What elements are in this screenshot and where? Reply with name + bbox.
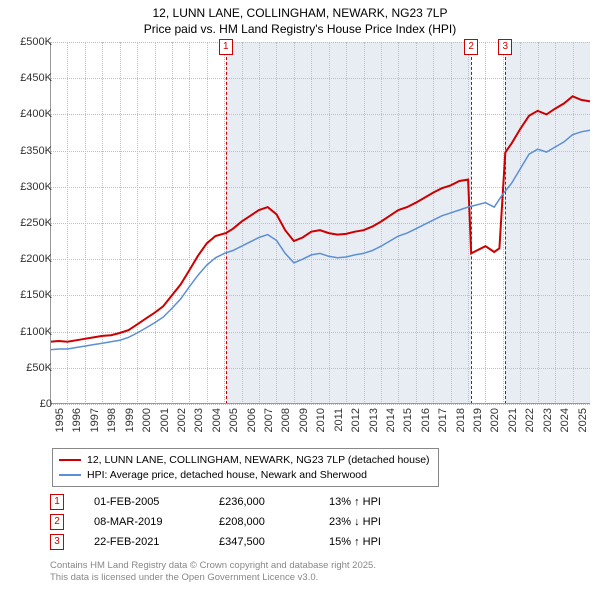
- y-tick-label: £150K: [4, 289, 52, 301]
- x-tick-label: 1999: [124, 408, 136, 432]
- sale-marker-box: 1: [219, 39, 233, 55]
- x-tick-label: 1995: [54, 408, 66, 432]
- sale-price: £236,000: [219, 496, 299, 508]
- title-line2: Price paid vs. HM Land Registry's House …: [0, 22, 600, 38]
- y-tick-label: £350K: [4, 145, 52, 157]
- sale-row-marker: 1: [50, 494, 64, 510]
- sale-delta: 13% ↑ HPI: [329, 496, 419, 508]
- y-tick-label: £100K: [4, 326, 52, 338]
- sale-marker-box: 2: [464, 39, 478, 55]
- x-tick-label: 2006: [246, 408, 258, 432]
- legend-swatch-1: [59, 459, 81, 461]
- x-tick-label: 1996: [71, 408, 83, 432]
- y-tick-label: £0: [4, 398, 52, 410]
- legend-row-2: HPI: Average price, detached house, Newa…: [59, 468, 430, 483]
- sale-marker-box: 3: [498, 39, 512, 55]
- x-tick-label: 2011: [333, 408, 345, 432]
- y-tick-label: £300K: [4, 181, 52, 193]
- x-tick-label: 2020: [489, 408, 501, 432]
- title-line1: 12, LUNN LANE, COLLINGHAM, NEWARK, NG23 …: [0, 6, 600, 22]
- y-tick-label: £250K: [4, 217, 52, 229]
- footer-line2: This data is licensed under the Open Gov…: [50, 572, 376, 584]
- x-tick-label: 2019: [472, 408, 484, 432]
- x-tick-label: 1997: [89, 408, 101, 432]
- legend-label-2: HPI: Average price, detached house, Newa…: [87, 468, 367, 483]
- x-tick-label: 2023: [542, 408, 554, 432]
- x-tick-label: 2000: [141, 408, 153, 432]
- sale-price: £208,000: [219, 516, 299, 528]
- title-block: 12, LUNN LANE, COLLINGHAM, NEWARK, NG23 …: [0, 0, 600, 37]
- x-tick-label: 2003: [193, 408, 205, 432]
- chart-container: 12, LUNN LANE, COLLINGHAM, NEWARK, NG23 …: [0, 0, 600, 590]
- y-tick-label: £500K: [4, 36, 52, 48]
- sale-row-marker: 2: [50, 514, 64, 530]
- x-tick-label: 2008: [280, 408, 292, 432]
- legend-row-1: 12, LUNN LANE, COLLINGHAM, NEWARK, NG23 …: [59, 453, 430, 468]
- sale-row: 1 01-FEB-2005 £236,000 13% ↑ HPI: [50, 492, 419, 512]
- sale-date: 22-FEB-2021: [94, 536, 189, 548]
- y-tick-label: £200K: [4, 253, 52, 265]
- sale-date: 01-FEB-2005: [94, 496, 189, 508]
- y-tick-label: £50K: [4, 362, 52, 374]
- x-tick-label: 2024: [559, 408, 571, 432]
- x-tick-label: 2012: [350, 408, 362, 432]
- x-tick-label: 2005: [228, 408, 240, 432]
- legend-label-1: 12, LUNN LANE, COLLINGHAM, NEWARK, NG23 …: [87, 453, 430, 468]
- x-tick-label: 2007: [263, 408, 275, 432]
- legend: 12, LUNN LANE, COLLINGHAM, NEWARK, NG23 …: [52, 448, 439, 487]
- x-tick-label: 2016: [420, 408, 432, 432]
- chart-area: 1 2 3: [50, 42, 590, 404]
- sale-date: 08-MAR-2019: [94, 516, 189, 528]
- x-tick-label: 2001: [159, 408, 171, 432]
- series-hpi: [50, 130, 590, 349]
- legend-swatch-2: [59, 474, 81, 476]
- x-tick-label: 2021: [507, 408, 519, 432]
- x-tick-label: 2015: [402, 408, 414, 432]
- sale-delta: 23% ↓ HPI: [329, 516, 419, 528]
- x-tick-label: 2025: [577, 408, 589, 432]
- x-tick-label: 2009: [298, 408, 310, 432]
- gridline-h: [50, 404, 590, 405]
- x-tick-label: 2022: [524, 408, 536, 432]
- series-price_paid: [50, 96, 590, 341]
- y-tick-label: £450K: [4, 72, 52, 84]
- footer: Contains HM Land Registry data © Crown c…: [50, 560, 376, 584]
- series-svg: [50, 42, 590, 404]
- x-tick-label: 2004: [211, 408, 223, 432]
- x-tick-label: 1998: [106, 408, 118, 432]
- x-tick-label: 2010: [315, 408, 327, 432]
- sale-price: £347,500: [219, 536, 299, 548]
- x-axis: [50, 403, 590, 404]
- sale-row-marker: 3: [50, 534, 64, 550]
- x-tick-label: 2014: [385, 408, 397, 432]
- x-tick-label: 2018: [455, 408, 467, 432]
- x-tick-label: 2017: [437, 408, 449, 432]
- sales-table: 1 01-FEB-2005 £236,000 13% ↑ HPI 2 08-MAR-201…: [50, 492, 419, 552]
- sale-row: 3 22-FEB-2021 £347,500 15% ↑ HPI: [50, 532, 419, 552]
- sale-row: 2 08-MAR-2019 £208,000 23% ↓ HPI: [50, 512, 419, 532]
- sale-delta: 15% ↑ HPI: [329, 536, 419, 548]
- footer-line1: Contains HM Land Registry data © Crown c…: [50, 560, 376, 572]
- y-tick-label: £400K: [4, 108, 52, 120]
- x-tick-label: 2013: [368, 408, 380, 432]
- x-tick-label: 2002: [176, 408, 188, 432]
